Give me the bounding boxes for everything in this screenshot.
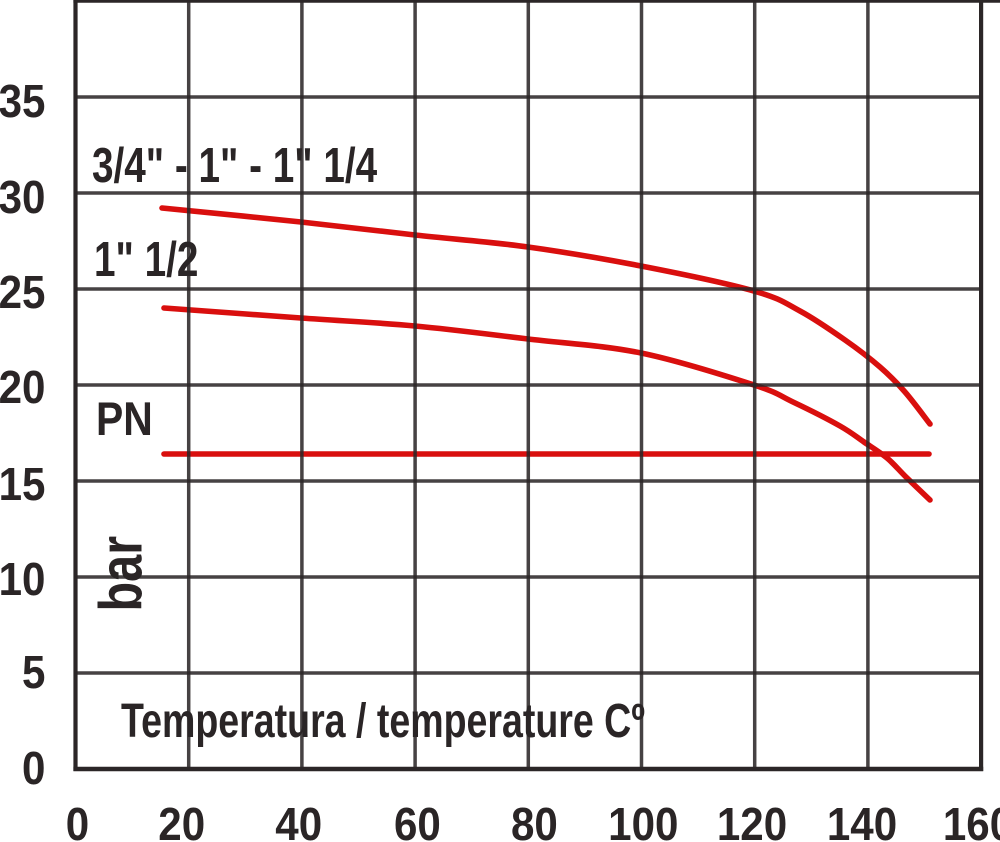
svg-text:1" 1/2: 1" 1/2: [94, 233, 198, 287]
svg-text:35: 35: [0, 76, 46, 127]
svg-text:25: 25: [0, 267, 46, 318]
svg-text:30: 30: [0, 172, 46, 223]
svg-text:bar: bar: [88, 536, 155, 612]
svg-text:20: 20: [158, 799, 205, 842]
svg-text:3/4" - 1" - 1" 1/4: 3/4" - 1" - 1" 1/4: [92, 139, 378, 193]
svg-text:Temperatura / temperature Cº: Temperatura / temperature Cº: [121, 695, 645, 748]
svg-text:15: 15: [0, 459, 46, 510]
svg-text:120: 120: [717, 799, 787, 842]
svg-text:140: 140: [827, 799, 897, 842]
svg-text:PN: PN: [96, 393, 153, 445]
svg-text:20: 20: [0, 362, 46, 413]
svg-text:80: 80: [511, 799, 558, 842]
svg-text:160: 160: [943, 799, 1000, 842]
svg-text:10: 10: [0, 554, 46, 605]
svg-text:5: 5: [22, 647, 45, 698]
svg-text:0: 0: [22, 743, 45, 794]
svg-text:40: 40: [275, 799, 322, 842]
svg-text:0: 0: [66, 799, 89, 842]
svg-text:60: 60: [394, 799, 441, 842]
svg-text:100: 100: [608, 799, 678, 842]
